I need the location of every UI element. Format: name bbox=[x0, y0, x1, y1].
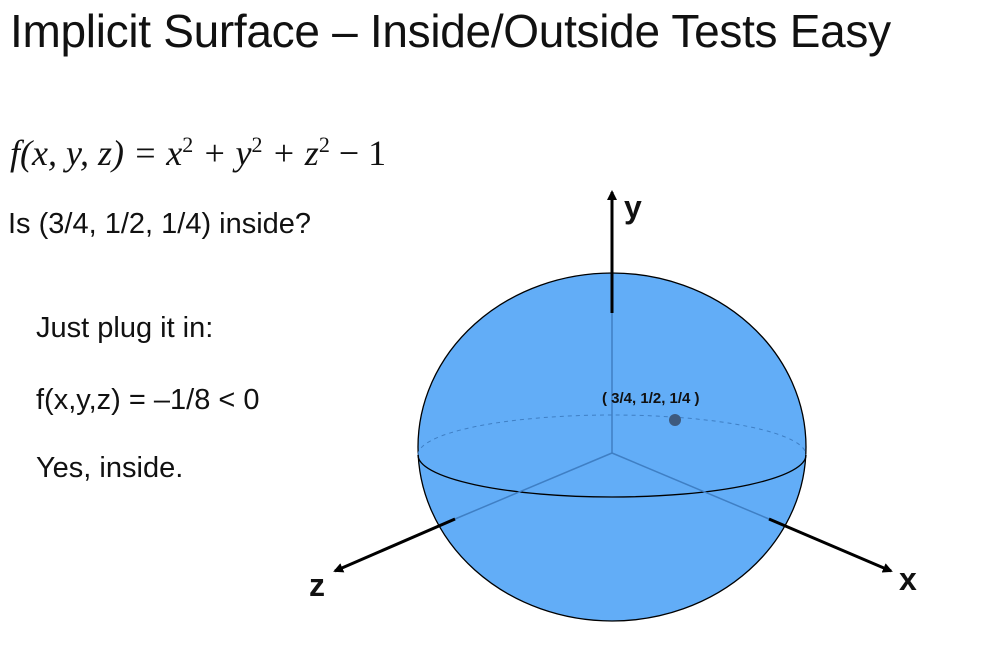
equator-front bbox=[417, 454, 807, 498]
y-axis-label: y bbox=[624, 189, 642, 225]
implicit-function-formula: f(x, y, z) = x2 + y2 + z2 − 1 bbox=[10, 132, 386, 174]
x-axis-inner bbox=[611, 452, 770, 520]
z-axis-inner bbox=[454, 452, 613, 520]
z-axis-arrow bbox=[333, 517, 456, 573]
x-axis-arrow bbox=[768, 517, 893, 573]
point-label: ( 3/4, 1/2, 1/4 ) bbox=[602, 390, 700, 407]
slide-title: Implicit Surface – Inside/Outside Tests … bbox=[10, 5, 891, 57]
equator-back bbox=[417, 414, 807, 456]
formula-y: + y bbox=[193, 133, 252, 173]
step-text: f(x,y,z) = –1/8 < 0 bbox=[36, 384, 260, 416]
exponent: 2 bbox=[182, 132, 194, 157]
formula-lhs: f(x, y, z) = x bbox=[10, 133, 183, 173]
query-point bbox=[669, 414, 681, 426]
x-axis-label: x bbox=[899, 561, 917, 597]
step-text: Just plug it in: bbox=[36, 312, 214, 344]
formula-minus: − 1 bbox=[329, 133, 387, 173]
exponent: 2 bbox=[251, 132, 263, 157]
step-text: Yes, inside. bbox=[36, 452, 184, 484]
exponent: 2 bbox=[318, 132, 330, 157]
question-text: Is (3/4, 1/2, 1/4) inside? bbox=[8, 208, 312, 240]
z-axis-label: z bbox=[309, 567, 325, 603]
formula-z: + z bbox=[262, 133, 319, 173]
